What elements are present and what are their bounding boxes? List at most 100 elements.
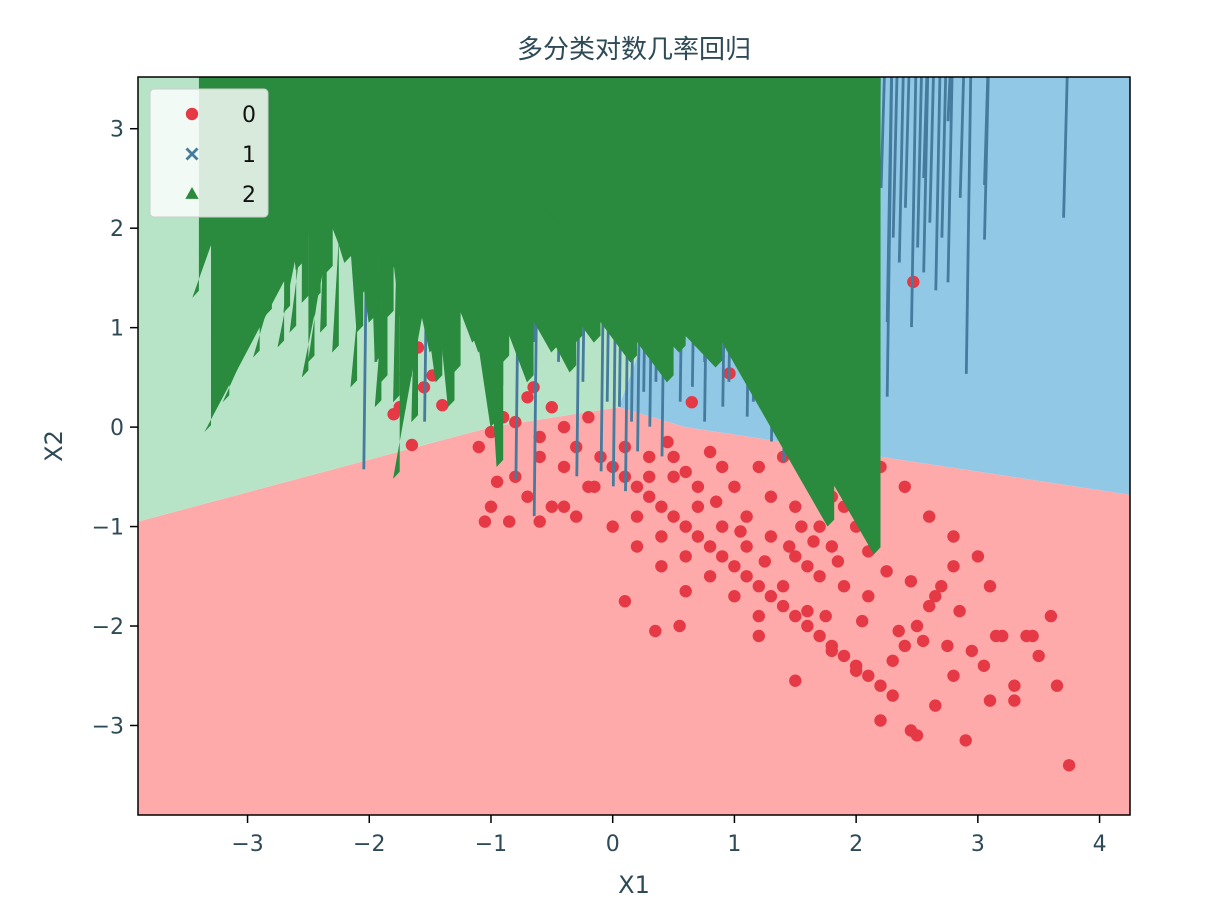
data-point-class-0 [813,520,826,533]
data-point-class-0 [716,550,729,563]
legend-marker-0 [185,107,199,121]
data-point-class-0 [965,644,978,658]
data-point-class-0 [977,659,991,672]
data-point-class-0 [874,679,887,692]
data-point-class-0 [484,425,498,439]
data-point-class-0 [910,619,924,633]
decision-region-0 [138,407,1130,815]
data-point-class-0 [874,714,887,727]
data-point-class-0 [503,515,516,528]
legend: 0 1 2 [149,88,269,218]
y-tick-label: 2 [110,217,124,242]
data-point-class-0 [789,550,802,563]
data-point-class-0 [655,500,668,513]
y-tick-label: 0 [110,416,124,441]
y-axis-ticks: −3 −2 −1 0 1 2 3 [92,118,138,739]
data-point-class-0 [691,500,705,513]
data-point-class-0 [752,580,765,593]
data-point-class-0 [801,619,814,633]
data-point-class-0 [630,540,644,553]
y-tick-label: −2 [92,615,124,640]
data-point-class-2 [374,77,402,408]
legend-marker-1 [185,147,199,161]
data-point-class-0 [941,639,954,653]
data-point-class-0 [679,520,692,533]
legend-label-2: 2 [242,183,256,208]
data-point-class-0 [1008,694,1021,707]
y-tick-label: 1 [110,317,124,342]
data-point-class-0 [661,435,674,449]
legend-marker-2 [185,187,199,199]
data-point-class-0 [557,460,571,474]
data-point-class-0 [929,699,942,712]
x-tick-label: −3 [231,832,263,857]
data-point-class-0 [667,450,680,464]
data-point-class-0 [959,734,972,747]
data-point-class-0 [1026,629,1039,643]
data-point-class-0 [849,664,863,677]
data-point-class-0 [582,411,595,424]
data-point-class-0 [703,540,717,553]
data-point-class-0 [831,555,845,568]
data-point-class-0 [971,550,985,563]
data-point-class-0 [1044,609,1058,623]
data-point-class-0 [862,590,875,603]
data-point-class-0 [862,669,875,682]
data-point-class-0 [935,580,948,593]
data-point-class-0 [716,460,729,474]
data-point-class-0 [801,560,814,573]
data-point-class-0 [557,420,571,434]
plot-frame [137,76,1131,816]
x-tick-label: −2 [353,832,385,857]
data-point-class-2 [271,77,288,293]
x-axis-ticks: −3 −2 −1 0 1 2 3 4 [231,815,1107,857]
data-point-class-0 [764,590,778,603]
data-point-class-0 [545,500,558,513]
data-point-class-0 [691,530,705,543]
data-point-class-0 [630,510,644,523]
data-point-class-0 [545,401,558,414]
data-point-class-0 [557,500,571,513]
data-point-class-0 [643,470,656,483]
data-point-class-0 [728,480,741,493]
data-point-class-0 [789,674,802,687]
data-point-class-0 [904,575,918,588]
data-point-class-0 [723,367,736,380]
x-axis-label: X1 [618,871,650,899]
data-point-class-0 [728,590,741,603]
data-point-class-0 [923,599,936,613]
data-point-class-0 [904,724,918,737]
data-point-class-0 [405,438,419,452]
data-point-class-0 [825,540,838,553]
x-tick-label: 2 [849,832,863,857]
data-point-class-0 [734,525,747,538]
y-tick-label: 3 [110,118,124,143]
data-point-class-0 [728,560,741,573]
data-point-class-0 [667,510,680,523]
data-point-class-0 [740,540,753,553]
data-point-class-0 [807,535,820,548]
data-point-class-0 [703,445,717,459]
data-point-class-0 [740,510,753,523]
data-point-class-0 [947,530,960,543]
data-point-class-0 [484,500,498,513]
data-point-class-2 [411,77,421,423]
data-point-class-0 [752,460,765,474]
data-point-class-0 [509,470,522,483]
legend-label-0: 0 [242,103,256,128]
y-axis-label: X2 [40,430,68,462]
data-point-class-0 [527,381,540,394]
data-point-class-0 [472,440,485,454]
data-point-class-0 [801,604,814,618]
data-point-class-0 [898,480,911,493]
data-point-class-0 [521,391,534,404]
data-point-class-0 [789,500,802,513]
data-point-class-0 [907,275,920,289]
data-point-class-0 [691,480,705,493]
data-point-class-0 [813,629,826,643]
data-point-class-0 [716,520,729,533]
data-point-class-0 [795,520,808,533]
data-point-class-0 [947,669,960,682]
data-point-class-0 [825,644,838,658]
